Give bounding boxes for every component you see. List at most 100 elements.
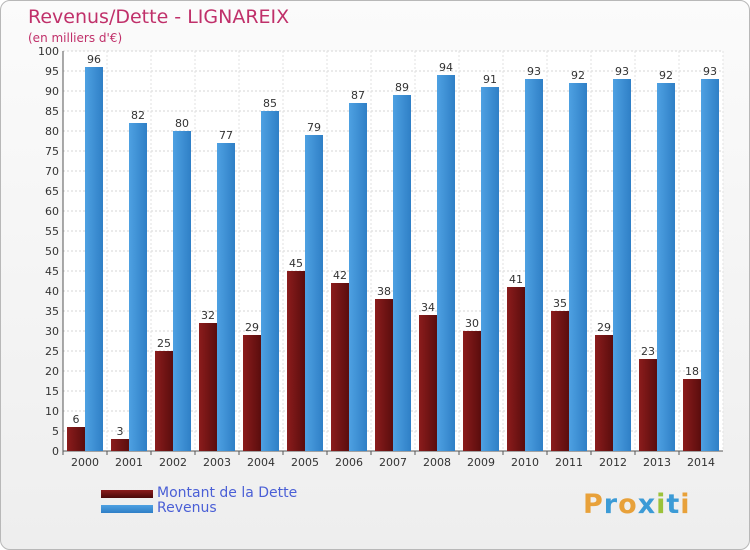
bar-debt — [507, 287, 525, 451]
bar-revenue — [613, 79, 631, 451]
bar-debt — [111, 439, 129, 451]
legend-swatch-debt — [101, 490, 153, 498]
x-tick-label: 2013 — [643, 456, 671, 469]
data-label-revenue: 96 — [87, 53, 101, 66]
x-tick-label: 2011 — [555, 456, 583, 469]
y-tick-label: 30 — [45, 325, 59, 338]
data-label-debt: 32 — [201, 309, 215, 322]
data-label-revenue: 87 — [351, 89, 365, 102]
data-label-debt: 23 — [641, 345, 655, 358]
bar-debt — [287, 271, 305, 451]
bar-revenue — [569, 83, 587, 451]
chart-title: Revenus/Dette - LIGNAREIX — [28, 6, 290, 28]
x-tick-label: 2009 — [467, 456, 495, 469]
y-tick-label: 55 — [45, 225, 59, 238]
data-label-revenue: 92 — [571, 69, 585, 82]
bar-debt — [463, 331, 481, 451]
bar-debt — [419, 315, 437, 451]
data-label-revenue: 77 — [219, 129, 233, 142]
bar-revenue — [85, 67, 103, 451]
data-label-debt: 35 — [553, 297, 567, 310]
x-tick-label: 2010 — [511, 456, 539, 469]
y-tick-label: 15 — [45, 385, 59, 398]
data-label-revenue: 82 — [131, 109, 145, 122]
y-tick-label: 5 — [52, 425, 59, 438]
bar-revenue — [701, 79, 719, 451]
x-tick-label: 2000 — [71, 456, 99, 469]
data-label-revenue: 85 — [263, 97, 277, 110]
y-tick-label: 35 — [45, 305, 59, 318]
bar-debt — [639, 359, 657, 451]
y-tick-label: 45 — [45, 265, 59, 278]
y-tick-label: 10 — [45, 405, 59, 418]
bar-debt — [551, 311, 569, 451]
legend-label-debt: Montant de la Dette — [157, 485, 298, 501]
y-tick-label: 70 — [45, 165, 59, 178]
bar-revenue — [481, 87, 499, 451]
data-label-debt: 18 — [685, 365, 699, 378]
data-label-debt: 6 — [73, 413, 80, 426]
data-label-revenue: 79 — [307, 121, 321, 134]
y-tick-label: 50 — [45, 245, 59, 258]
x-tick-label: 2008 — [423, 456, 451, 469]
y-tick-label: 60 — [45, 205, 59, 218]
data-label-debt: 42 — [333, 269, 347, 282]
data-label-revenue: 94 — [439, 61, 453, 74]
y-tick-label: 40 — [45, 285, 59, 298]
data-label-revenue: 89 — [395, 81, 409, 94]
data-label-revenue: 91 — [483, 73, 497, 86]
y-tick-label: 80 — [45, 125, 59, 138]
x-tick-label: 2001 — [115, 456, 143, 469]
data-label-debt: 34 — [421, 301, 435, 314]
bar-debt — [243, 335, 261, 451]
bar-debt — [155, 351, 173, 451]
y-tick-label: 0 — [52, 445, 59, 458]
bar-revenue — [525, 79, 543, 451]
data-label-debt: 41 — [509, 273, 523, 286]
data-label-revenue: 93 — [527, 65, 541, 78]
bar-debt — [199, 323, 217, 451]
data-label-debt: 45 — [289, 257, 303, 270]
data-label-debt: 29 — [245, 321, 259, 334]
bar-debt — [331, 283, 349, 451]
y-tick-label: 65 — [45, 185, 59, 198]
bar-debt — [375, 299, 393, 451]
y-tick-label: 90 — [45, 85, 59, 98]
y-tick-label: 75 — [45, 145, 59, 158]
data-label-debt: 29 — [597, 321, 611, 334]
bar-revenue — [305, 135, 323, 451]
x-tick-label: 2007 — [379, 456, 407, 469]
data-label-debt: 38 — [377, 285, 391, 298]
bar-revenue — [173, 131, 191, 451]
x-tick-label: 2003 — [203, 456, 231, 469]
data-label-revenue: 93 — [703, 65, 717, 78]
data-label-revenue: 93 — [615, 65, 629, 78]
data-label-revenue: 80 — [175, 117, 189, 130]
x-tick-label: 2005 — [291, 456, 319, 469]
x-tick-label: 2004 — [247, 456, 275, 469]
x-tick-label: 2012 — [599, 456, 627, 469]
bar-debt — [683, 379, 701, 451]
x-tick-label: 2002 — [159, 456, 187, 469]
legend-label-revenue: Revenus — [157, 500, 217, 516]
x-tick-label: 2006 — [335, 456, 363, 469]
bar-revenue — [349, 103, 367, 451]
data-label-revenue: 92 — [659, 69, 673, 82]
bar-debt — [595, 335, 613, 451]
y-tick-label: 20 — [45, 365, 59, 378]
y-tick-label: 85 — [45, 105, 59, 118]
bar-revenue — [393, 95, 411, 451]
chart-subtitle: (en milliers d'€) — [28, 31, 123, 45]
bar-revenue — [261, 111, 279, 451]
data-label-debt: 30 — [465, 317, 479, 330]
x-tick-label: 2014 — [687, 456, 715, 469]
bar-revenue — [657, 83, 675, 451]
bar-revenue — [437, 75, 455, 451]
bar-revenue — [217, 143, 235, 451]
proxiti-logo: Proxiti — [583, 489, 691, 520]
bar-revenue — [129, 123, 147, 451]
data-label-debt: 3 — [117, 425, 124, 438]
y-tick-label: 95 — [45, 65, 59, 78]
